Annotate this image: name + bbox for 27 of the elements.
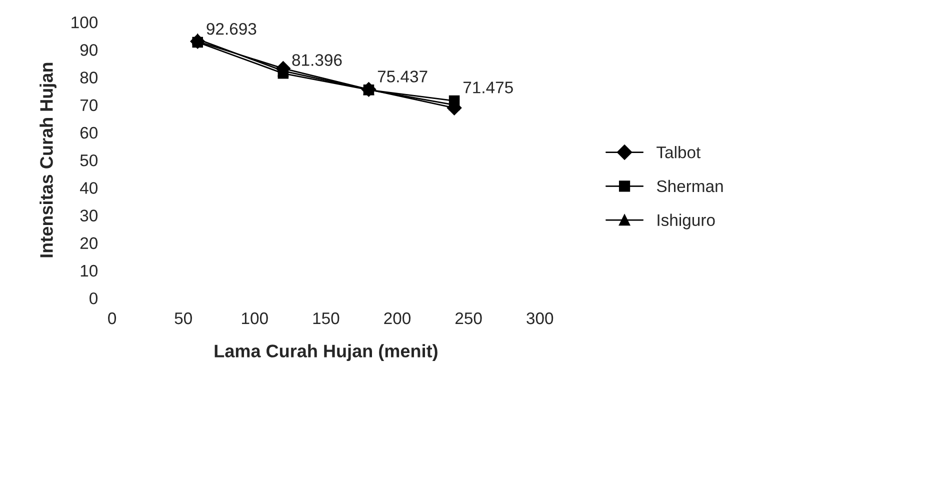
data-label: 75.437 <box>378 70 428 82</box>
y-tick-label: 50 <box>80 154 98 166</box>
y-tick-label: 0 <box>90 292 98 304</box>
legend-label: Ishiguro <box>658 214 715 230</box>
y-tick-label: 60 <box>80 126 98 139</box>
x-tick-label: 100 <box>242 312 268 324</box>
data-label: 81.396 <box>292 54 342 66</box>
y-tick-label: 20 <box>80 237 98 250</box>
x-tick-label: 250 <box>455 312 482 324</box>
x-tick-label: 50 <box>174 312 192 324</box>
y-tick-label: 90 <box>80 44 98 56</box>
y-tick-label: 80 <box>80 72 98 84</box>
y-tick-label: 40 <box>80 182 98 194</box>
y-axis-title: Intensitas Curah Hujan <box>40 62 56 258</box>
x-tick-label: 300 <box>526 312 554 324</box>
x-tick-label: 200 <box>384 312 411 324</box>
x-tick-label: 150 <box>313 312 340 324</box>
y-tick-label: 10 <box>80 264 98 277</box>
data-label: 92.693 <box>206 22 256 35</box>
x-tick-label: 0 <box>108 312 116 324</box>
y-tick-label: 100 <box>72 16 98 28</box>
legend-label: Sherman <box>656 180 723 192</box>
x-axis-title: Lama Curah Hujan (menit) <box>214 344 438 362</box>
legend-label: Talbot <box>656 146 701 158</box>
data-label: 71.475 <box>463 82 513 94</box>
y-tick-label: 30 <box>80 210 98 222</box>
y-tick-label: 70 <box>80 99 98 112</box>
